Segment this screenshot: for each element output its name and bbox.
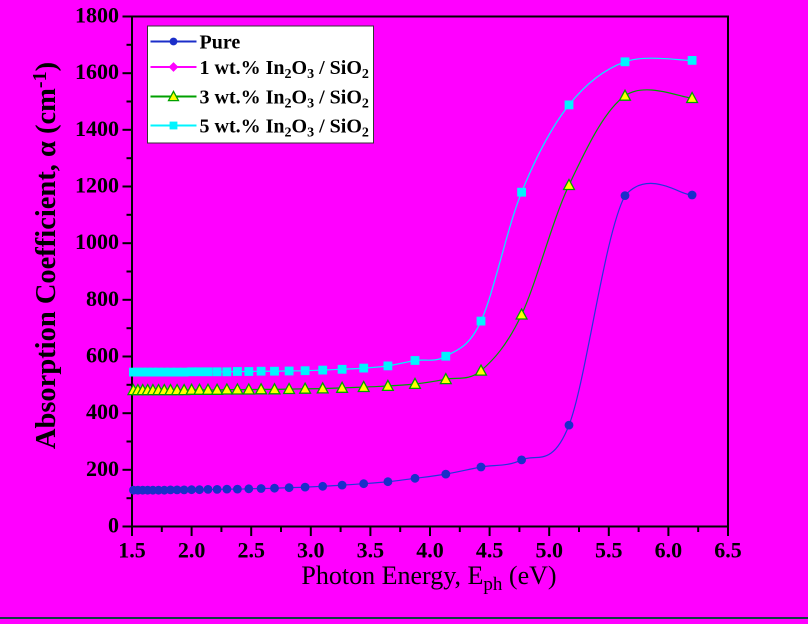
svg-text:1000: 1000 bbox=[75, 229, 119, 254]
svg-text:5 wt.% In2O3 / SiO2: 5 wt.% In2O3 / SiO2 bbox=[200, 116, 369, 141]
svg-text:Photon Energy, Eph (eV): Photon Energy, Eph (eV) bbox=[301, 561, 556, 595]
svg-text:1400: 1400 bbox=[75, 116, 119, 141]
svg-text:400: 400 bbox=[86, 399, 119, 424]
svg-text:Absorption Coefficient, α (cm-: Absorption Coefficient, α (cm-1) bbox=[29, 62, 62, 449]
svg-text:2.0: 2.0 bbox=[178, 538, 206, 563]
svg-text:5.5: 5.5 bbox=[595, 538, 623, 563]
svg-text:3.5: 3.5 bbox=[357, 538, 385, 563]
svg-text:3.0: 3.0 bbox=[297, 538, 325, 563]
svg-text:Pure: Pure bbox=[200, 32, 241, 54]
svg-text:4.5: 4.5 bbox=[476, 538, 504, 563]
svg-text:4.0: 4.0 bbox=[416, 538, 444, 563]
svg-text:200: 200 bbox=[86, 456, 119, 481]
svg-text:800: 800 bbox=[86, 286, 119, 311]
svg-text:2.5: 2.5 bbox=[237, 538, 265, 563]
svg-text:5.0: 5.0 bbox=[535, 538, 563, 563]
svg-text:0: 0 bbox=[108, 513, 119, 538]
svg-text:6.5: 6.5 bbox=[714, 538, 742, 563]
svg-text:3 wt.% In2O3 / SiO2: 3 wt.% In2O3 / SiO2 bbox=[200, 87, 369, 112]
svg-text:1600: 1600 bbox=[75, 59, 119, 84]
svg-text:1200: 1200 bbox=[75, 173, 119, 198]
svg-text:1800: 1800 bbox=[75, 3, 119, 28]
svg-text:600: 600 bbox=[86, 343, 119, 368]
svg-text:1 wt.% In2O3 / SiO2: 1 wt.% In2O3 / SiO2 bbox=[200, 57, 369, 82]
svg-text:6.0: 6.0 bbox=[655, 538, 683, 563]
svg-text:1.5: 1.5 bbox=[118, 538, 146, 563]
